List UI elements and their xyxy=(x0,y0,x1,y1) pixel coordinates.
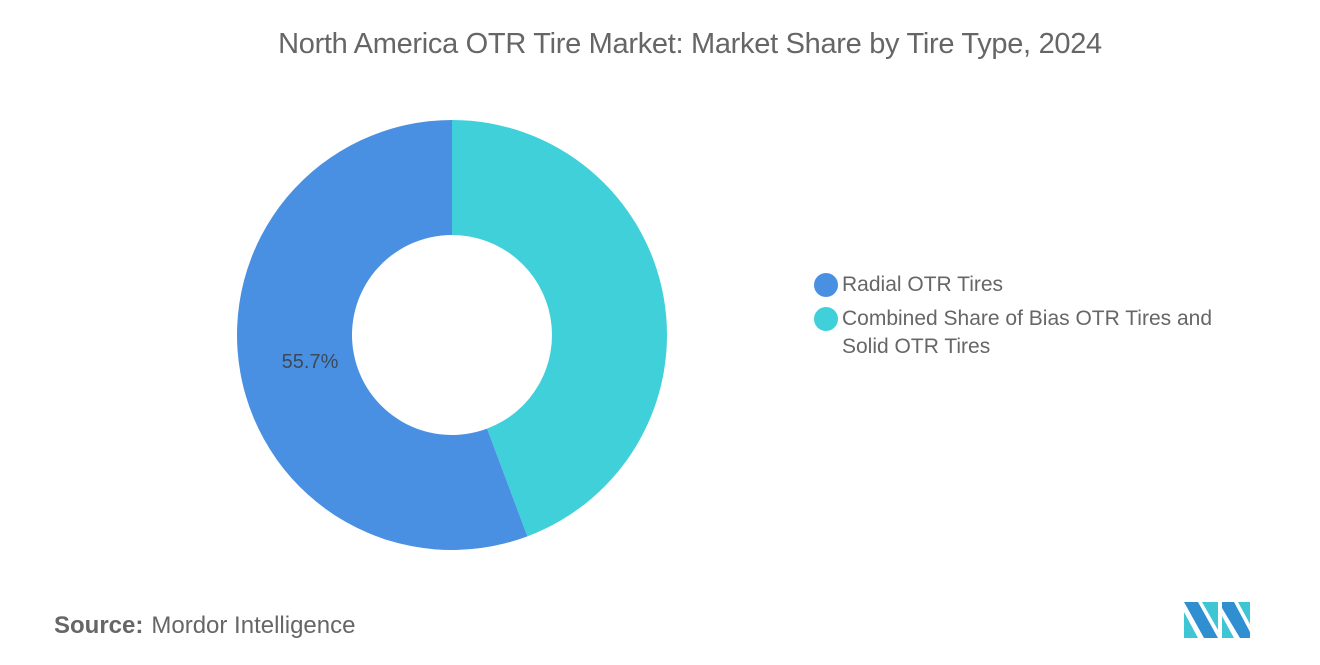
chart-title: North America OTR Tire Market: Market Sh… xyxy=(278,28,1102,60)
legend-item-bias-solid[interactable]: Combined Share of Bias OTR Tires and Sol… xyxy=(814,305,1254,361)
legend-swatch-bias-solid-icon xyxy=(814,307,838,331)
source-note: Source: Mordor Intelligence xyxy=(54,612,355,640)
legend-label-radial: Radial OTR Tires xyxy=(842,273,1004,296)
source-prefix: Source: xyxy=(54,612,144,639)
legend-item-radial[interactable]: Radial OTR Tires xyxy=(814,271,1254,299)
slice-bias-solid[interactable] xyxy=(452,120,667,537)
legend: Radial OTR Tires Combined Share of Bias … xyxy=(814,271,1254,367)
radial-data-label: 55.7% xyxy=(282,351,339,373)
slice-radial[interactable] xyxy=(236,120,528,550)
source-name: Mordor Intelligence xyxy=(151,612,356,639)
legend-label-bias-solid: Combined Share of Bias OTR Tires and Sol… xyxy=(842,307,1213,358)
donut-slices xyxy=(236,120,667,550)
mordor-logo-icon xyxy=(1184,602,1250,638)
legend-swatch-radial-icon xyxy=(814,273,838,297)
